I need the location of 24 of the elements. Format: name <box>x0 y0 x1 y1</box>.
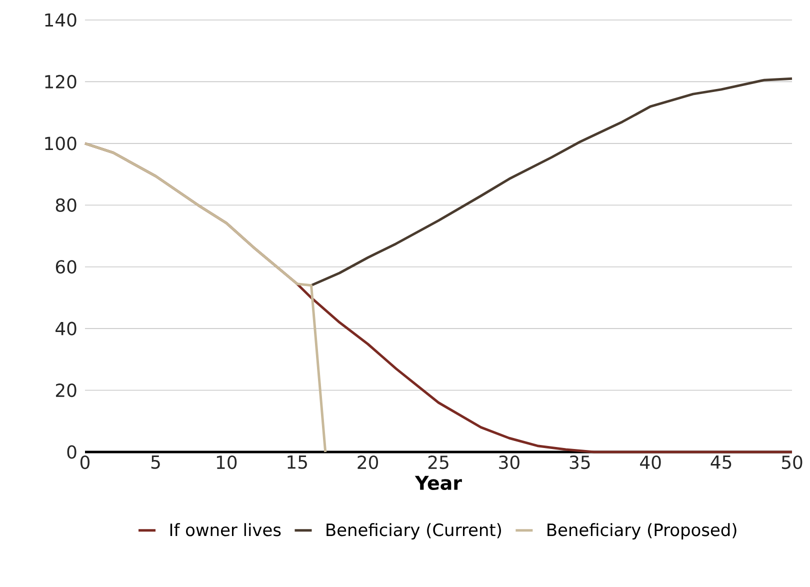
legend-label: Beneficiary (Current) <box>326 523 501 540</box>
x-tick-label: 25 <box>428 456 448 470</box>
x-axis-title: Year <box>414 476 462 490</box>
y-tick-label: 80 <box>56 198 76 212</box>
x-tick-label: 0 <box>80 456 90 470</box>
y-tick-label: 140 <box>45 13 76 27</box>
x-tick-label: 45 <box>710 456 732 469</box>
x-tick-label: 30 <box>499 456 520 470</box>
legend-label: Beneficiary (Proposed) <box>548 523 736 540</box>
legend-label: If owner lives <box>170 523 281 536</box>
line-series <box>84 142 327 454</box>
y-tick-label: 100 <box>45 136 76 150</box>
x-tick-label: 50 <box>782 456 802 470</box>
y-tick-label: 40 <box>56 322 76 336</box>
x-tick-label: 5 <box>151 456 160 469</box>
y-tick-label: 0 <box>67 445 76 459</box>
y-tick-label: 20 <box>56 384 76 398</box>
x-tick-label: 15 <box>288 456 307 469</box>
x-tick-label: 20 <box>358 456 378 470</box>
y-tick-label: 60 <box>56 260 76 274</box>
x-tick-label: 35 <box>570 456 590 470</box>
y-tick-label: 120 <box>45 74 76 88</box>
x-tick-label: 10 <box>216 456 237 470</box>
x-tick-label: 40 <box>640 456 661 470</box>
